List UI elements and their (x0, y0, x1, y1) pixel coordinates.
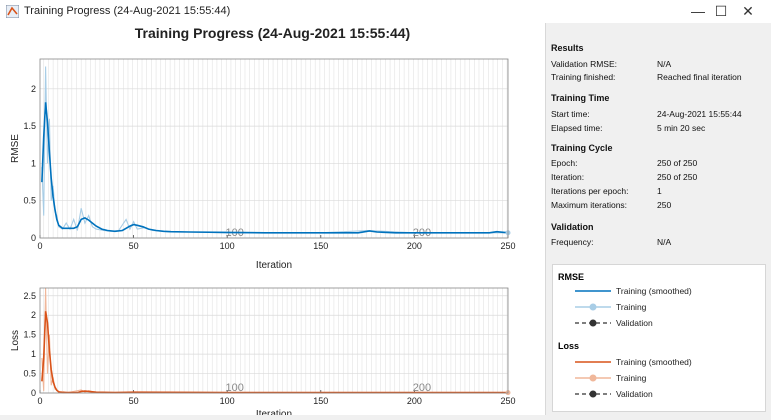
window-title: Training Progress (24-Aug-2021 15:55:44) (24, 5, 231, 17)
matlab-app-icon (6, 5, 19, 18)
rmse-axes-border (39, 58, 509, 239)
rmse-ytick-label: 0.5 (23, 196, 36, 206)
legend-loss-heading: Loss (558, 341, 580, 351)
rmse-xtick-label: 100 (220, 241, 235, 251)
loss-ylabel: Loss (10, 330, 21, 351)
legend-loss-training: Training (616, 373, 647, 383)
elapsed-time-value: 5 min 20 sec (657, 123, 706, 133)
frequency-label: Frequency: (551, 237, 594, 247)
maximum-iterations-label: Maximum iterations: (551, 200, 628, 210)
training-finished-value: Reached final iteration (657, 72, 742, 82)
loss-xtick-label: 200 (407, 396, 422, 406)
legend-loss-swatches (575, 361, 611, 398)
legend-rmse-swatches (575, 290, 611, 327)
loss-xtick-label: 150 (313, 396, 328, 406)
epoch-label: Epoch: (551, 158, 578, 168)
legend-rmse-validation: Validation (616, 318, 653, 328)
rmse-ylabel: RMSE (10, 134, 21, 163)
iteration-value: 250 of 250 (657, 172, 698, 182)
rmse-axes (40, 59, 508, 238)
start-time-label: Start time: (551, 109, 590, 119)
legend-loss-validation: Validation (616, 389, 653, 399)
rmse-xtick-label: 250 (500, 241, 515, 251)
rmse-xtick-label: 150 (313, 241, 328, 251)
rmse-xtick-label: 200 (407, 241, 422, 251)
legend-loss-validation-marker (589, 390, 597, 398)
legend-rmse-heading: RMSE (558, 272, 585, 282)
rmse-ytick-label: 2 (31, 84, 36, 94)
start-time-value: 24-Aug-2021 15:55:44 (657, 109, 742, 119)
legend-rmse-training-marker (589, 303, 597, 311)
epoch-value: 250 of 250 (657, 158, 698, 168)
iterations-per-epoch-value: 1 (657, 186, 662, 196)
legend-rmse-training: Training (616, 302, 647, 312)
loss-xtick-label: 50 (129, 396, 139, 406)
minimize-button[interactable]: — (691, 3, 705, 19)
iterations-per-epoch-label: Iterations per epoch: (551, 186, 629, 196)
rmse-xtick-label: 50 (129, 241, 139, 251)
legend-panel: RMSE Training (smoothed) Training Valida… (552, 264, 766, 412)
rmse-xtick-label: 0 (37, 241, 42, 251)
loss-ytick-label: 0.5 (23, 369, 36, 379)
loss-ytick-label: 1.5 (23, 330, 36, 340)
results-heading: Results (551, 43, 584, 53)
rmse-ytick-label: 1.5 (23, 121, 36, 131)
rmse-series-smoothed (41, 102, 508, 234)
figure-title: Training Progress (24-Aug-2021 15:55:44) (134, 25, 411, 41)
loss-xtick-label: 0 (37, 396, 42, 406)
iteration-label: Iteration: (551, 172, 585, 182)
plot-area: Training Progress (24-Aug-2021 15:55:44)… (0, 23, 545, 420)
rmse-ytick-label: 1 (31, 158, 36, 168)
legend-loss-training-marker (589, 374, 597, 382)
validation-rmse-value: N/A (657, 59, 672, 69)
maximize-button[interactable]: ☐ (714, 3, 728, 19)
loss-epoch-annotation: 100 (226, 382, 244, 394)
close-button[interactable]: ✕ (742, 3, 754, 19)
elapsed-time-label: Elapsed time: (551, 123, 603, 133)
frequency-value: N/A (657, 237, 672, 247)
loss-xlabel: Iteration (256, 409, 292, 415)
loss-xtick-label: 100 (220, 396, 235, 406)
loss-ytick-label: 0 (31, 388, 36, 398)
maximum-iterations-value: 250 (657, 200, 672, 210)
loss-axes (40, 288, 508, 393)
legend-loss-smoothed: Training (smoothed) (616, 357, 692, 367)
training-time-heading: Training Time (551, 93, 610, 103)
loss-axes-border (39, 287, 509, 394)
validation-rmse-label: Validation RMSE: (551, 59, 617, 69)
validation-heading: Validation (551, 222, 594, 232)
loss-ytick-label: 2.5 (23, 291, 36, 301)
window-titlebar: Training Progress (24-Aug-2021 15:55:44)… (0, 0, 771, 24)
loss-ytick-label: 2 (31, 310, 36, 320)
rmse-xlabel: Iteration (256, 260, 292, 271)
rmse-ytick-label: 0 (31, 233, 36, 243)
loss-ytick-label: 1 (31, 349, 36, 359)
legend-rmse-smoothed: Training (smoothed) (616, 286, 692, 296)
loss-epoch-annotation: 200 (413, 382, 431, 394)
loss-xtick-label: 250 (500, 396, 515, 406)
training-finished-label: Training finished: (551, 72, 616, 82)
legend-rmse-validation-marker (589, 319, 597, 327)
training-cycle-heading: Training Cycle (551, 143, 613, 153)
